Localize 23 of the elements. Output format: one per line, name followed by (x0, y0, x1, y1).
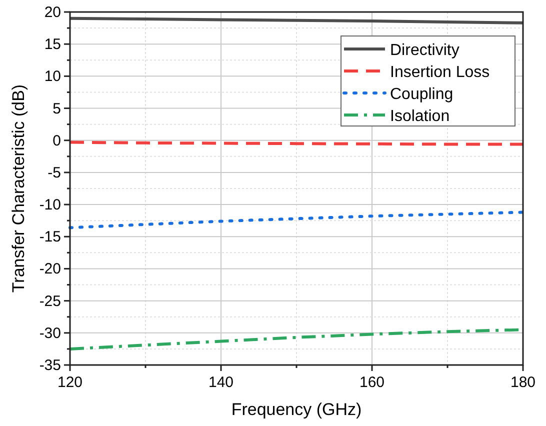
y-tick-label: 10 (44, 68, 61, 86)
x-tick-label: 140 (208, 374, 234, 391)
y-tick-label: -30 (39, 324, 61, 342)
y-tick-label: 0 (52, 132, 61, 150)
y-tick-label: -5 (48, 164, 61, 182)
legend-label: Directivity (390, 42, 460, 59)
x-tick-label: 160 (359, 374, 385, 391)
legend-label: Isolation (390, 108, 450, 125)
legend-label: Insertion Loss (390, 64, 490, 81)
y-tick-label: 15 (44, 36, 61, 54)
line-series (68, 210, 524, 230)
y-tick-label: 20 (44, 4, 61, 21)
y-tick-label: 5 (52, 100, 61, 118)
y-tick-label: -20 (39, 260, 61, 278)
x-tick-label: 120 (57, 374, 83, 391)
legend-label: Coupling (390, 86, 454, 103)
y-axis-title: Transfer Characteristic (dB) (9, 84, 28, 293)
y-tick-label: -35 (39, 357, 61, 374)
y-tick-label: -25 (39, 292, 61, 310)
y-tick-label: -10 (39, 196, 61, 214)
x-tick-label: 180 (510, 374, 536, 391)
x-axis-title: Frequency (GHz) (231, 400, 362, 419)
y-tick-label: -15 (39, 228, 61, 246)
